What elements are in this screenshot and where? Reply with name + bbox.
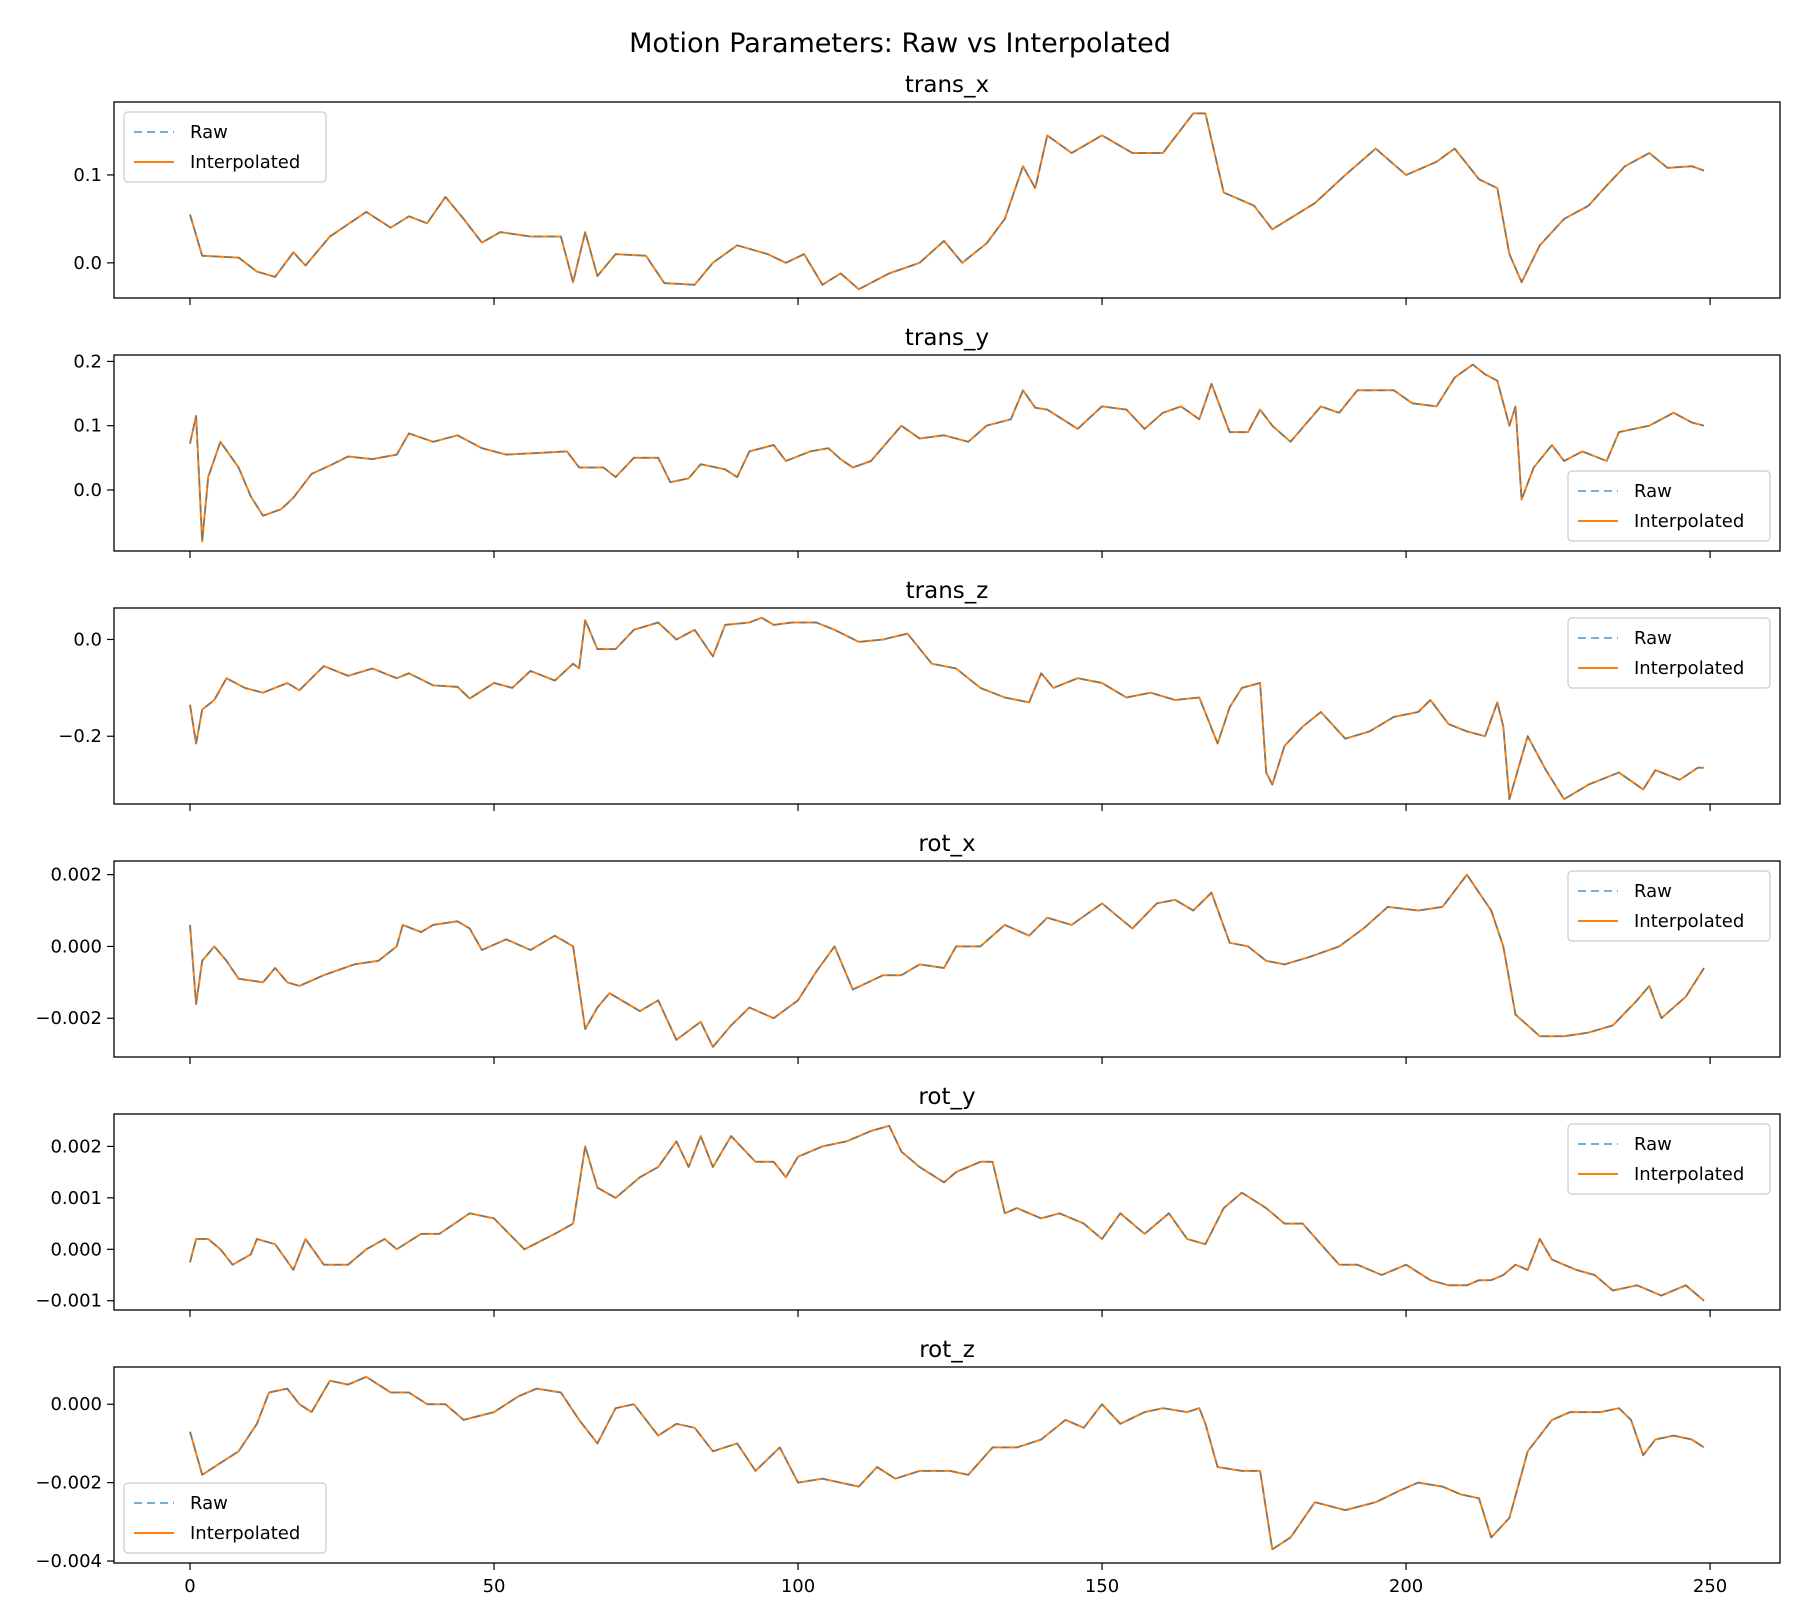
subplot-title: rot_y (918, 1084, 975, 1110)
figure-title: Motion Parameters: Raw vs Interpolated (629, 28, 1171, 59)
y-tick-label: −0.004 (35, 1551, 102, 1572)
x-tick-label: 0 (184, 1576, 195, 1597)
series-interpolated-line (189, 873, 1705, 1048)
subplot-title: trans_x (905, 72, 989, 98)
legend-box (1567, 1123, 1771, 1195)
legend-box (123, 1482, 327, 1554)
legend-raw-label: Raw (190, 1493, 228, 1514)
series-raw-line (189, 363, 1705, 543)
y-tick-label: 0.0 (73, 629, 102, 650)
subplot-rot_y: rot_y 0.002 0.001 0.000 −0.001 Raw Interpolate… (35, 1084, 1781, 1317)
y-tick-label: −0.002 (35, 1008, 102, 1029)
legend-raw-label: Raw (1634, 628, 1672, 649)
legend: Raw Interpolated (1567, 617, 1771, 689)
legend-box (1567, 870, 1771, 942)
legend: Raw Interpolated (1567, 1123, 1771, 1195)
legend-box (123, 111, 327, 183)
subplot-rot_x: rot_x 0.002 0.000 −0.002 Raw Interpolated (35, 831, 1781, 1064)
legend-raw-label: Raw (1634, 481, 1672, 502)
subplot-rot_z: rot_z 0 50 100 150 200 250 0.000 −0.002 −0.004 Raw… (35, 1337, 1781, 1597)
subplot-trans_y: trans_y 0.0 0.1 0.2 Raw Interpolated (73, 325, 1781, 558)
axes-frame (113, 1113, 1781, 1311)
x-tick-label: 50 (483, 1576, 506, 1597)
axes-frame (113, 1366, 1781, 1564)
y-tick-label: 0.000 (50, 936, 102, 957)
axes-frame (113, 607, 1781, 805)
subplot-title: rot_x (918, 831, 975, 857)
y-tick-label: 0.1 (73, 165, 102, 186)
y-tick-label: 0.002 (50, 865, 102, 886)
series-raw-line (189, 112, 1705, 291)
y-tick-label: −0.2 (58, 726, 102, 747)
subplot-title: rot_z (919, 1337, 975, 1363)
y-tick-label: −0.001 (35, 1291, 102, 1312)
legend-box (1567, 470, 1771, 542)
legend-interpolated-label: Interpolated (190, 1523, 300, 1544)
axes-frame (113, 101, 1781, 299)
legend-box (1567, 617, 1771, 689)
legend-interpolated-label: Interpolated (190, 152, 300, 173)
y-tick-label: 0.001 (50, 1188, 102, 1209)
legend-interpolated-label: Interpolated (1634, 1164, 1744, 1185)
subplot-title: trans_y (905, 325, 989, 351)
x-tick-label: 250 (1693, 1576, 1727, 1597)
y-tick-label: 0.0 (73, 253, 102, 274)
legend: Raw Interpolated (1567, 470, 1771, 542)
axes-frame (113, 860, 1781, 1058)
axes-frame (113, 354, 1781, 552)
subplot-trans_x: trans_x 0.0 0.1 Raw Interpolated (73, 72, 1781, 305)
legend: Raw Interpolated (123, 1482, 327, 1554)
legend-raw-label: Raw (1634, 1134, 1672, 1155)
subplot-trans_z: trans_z 0.0 −0.2 Raw Interpolated (58, 578, 1781, 811)
y-tick-label: 0.000 (50, 1394, 102, 1415)
series-raw-line (189, 616, 1704, 801)
legend-raw-label: Raw (1634, 881, 1672, 902)
legend-interpolated-label: Interpolated (1634, 911, 1744, 932)
y-tick-label: −0.002 (35, 1473, 102, 1494)
series-raw-line (189, 1376, 1705, 1551)
y-tick-label: 0.002 (50, 1136, 102, 1157)
subplot-title: trans_z (906, 578, 989, 604)
legend: Raw Interpolated (1567, 870, 1771, 942)
y-tick-label: 0.000 (50, 1239, 102, 1260)
legend-interpolated-label: Interpolated (1634, 511, 1744, 532)
y-tick-label: 0.2 (73, 351, 102, 372)
y-tick-label: 0.1 (73, 416, 102, 437)
legend: Raw Interpolated (123, 111, 327, 183)
legend-raw-label: Raw (190, 122, 228, 143)
subplot-grid: trans_x 0.0 0.1 Raw Interpolated trans_y 0.0 0.… (35, 72, 1781, 1597)
y-tick-label: 0.0 (73, 480, 102, 501)
x-tick-label: 200 (1389, 1576, 1423, 1597)
x-tick-label: 150 (1085, 1576, 1119, 1597)
series-raw-line (189, 1125, 1705, 1302)
legend-interpolated-label: Interpolated (1634, 658, 1744, 679)
x-tick-label: 100 (781, 1576, 815, 1597)
